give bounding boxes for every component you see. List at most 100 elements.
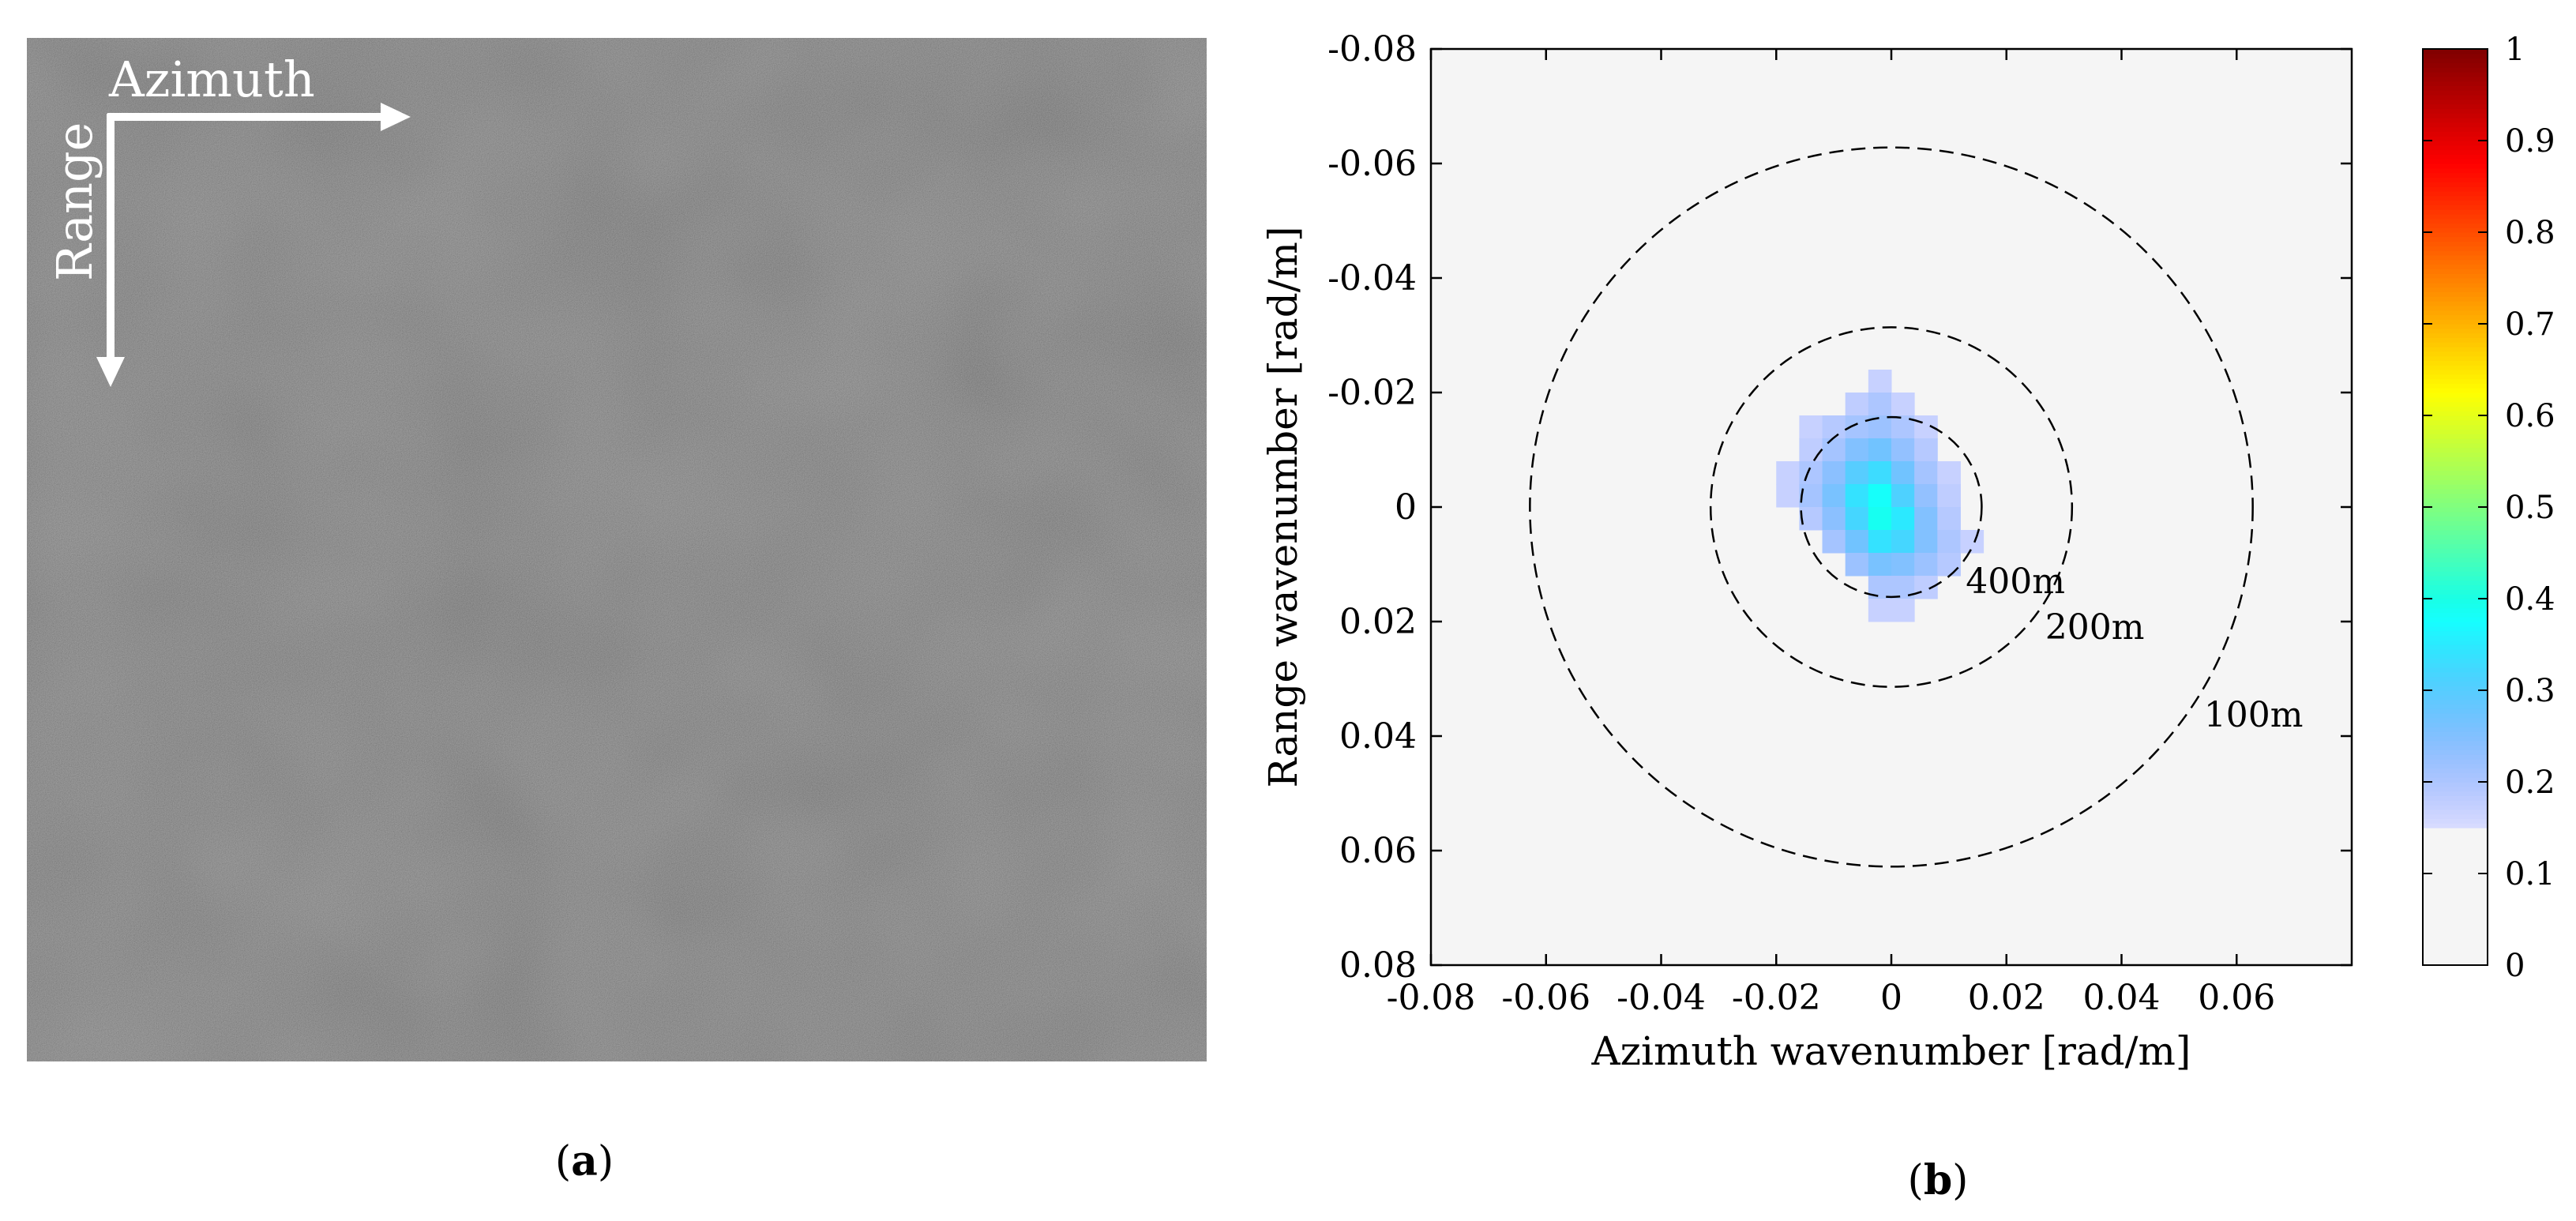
- colorbar-segment: [2423, 126, 2488, 132]
- spectrum-cell: [1868, 370, 1892, 393]
- colorbar-segment: [2423, 694, 2488, 701]
- colorbar-segment: [2423, 223, 2488, 228]
- spectrum-cell: [1891, 393, 1915, 416]
- x-tick-label: -0.04: [1617, 978, 1706, 1018]
- colorbar-tick-label: 0.7: [2505, 306, 2555, 343]
- colorbar-segment: [2423, 644, 2488, 650]
- colorbar-segment: [2423, 686, 2488, 691]
- spectrum-cell: [1822, 438, 1846, 462]
- axis-ticks: -0.08 -0.06 -0.04 -0.02 0 0.02 0.04 0.06 -0.08 -0…: [1327, 29, 2352, 1018]
- colorbar-segment: [2423, 727, 2488, 732]
- contour-label-200m: 200m: [2045, 607, 2145, 648]
- colorbar-segment: [2423, 424, 2488, 430]
- spectrum-cell: [1937, 507, 1961, 531]
- colorbar-segment: [2423, 511, 2488, 517]
- colorbar-segment: [2423, 95, 2488, 100]
- y-tick-label: 0.08: [1339, 945, 1417, 986]
- colorbar-segment: [2423, 905, 2488, 911]
- colorbar-segment: [2423, 136, 2488, 141]
- colorbar-segment: [2423, 195, 2488, 201]
- colorbar-segment: [2423, 750, 2488, 755]
- y-tick-label: -0.06: [1327, 144, 1417, 184]
- colorbar-segment: [2423, 823, 2488, 828]
- spectrum-cells: [1776, 370, 1985, 622]
- colorbar-segment: [2423, 956, 2488, 961]
- colorbar-segment: [2423, 493, 2488, 498]
- spectrum-cell: [1845, 553, 1869, 577]
- colorbar-segment: [2423, 396, 2488, 403]
- colorbar-segment: [2423, 777, 2488, 783]
- colorbar-segment: [2423, 520, 2488, 526]
- colorbar-segment: [2423, 324, 2488, 329]
- colorbar-segment: [2423, 731, 2488, 737]
- colorbar-segment: [2423, 255, 2488, 261]
- colorbar-segment: [2423, 113, 2488, 118]
- colorbar-segment: [2423, 488, 2488, 494]
- subfigure-label-a: (a): [554, 1137, 614, 1185]
- colorbar-segment: [2423, 851, 2488, 856]
- colorbar-segment: [2423, 612, 2488, 618]
- colorbar-segment: [2423, 296, 2488, 302]
- contour-200m: [1709, 326, 2074, 688]
- spectrum-cell: [1937, 461, 1961, 485]
- colorbar-segment: [2423, 186, 2488, 192]
- colorbar-segment: [2423, 768, 2488, 773]
- colorbar-segment: [2423, 960, 2488, 966]
- colorbar-segment: [2423, 648, 2488, 655]
- colorbar-segment: [2423, 236, 2488, 242]
- colorbar-segment: [2423, 282, 2488, 288]
- colorbar-segment: [2423, 49, 2488, 54]
- x-tick-label: 0.04: [2083, 978, 2161, 1018]
- x-tick-label: -0.02: [1732, 978, 1821, 1018]
- colorbar-segment: [2423, 915, 2488, 920]
- colorbar-segment: [2423, 530, 2488, 535]
- colorbar-segment: [2423, 205, 2488, 210]
- colorbar-segment: [2423, 855, 2488, 861]
- colorbar-segment: [2423, 873, 2488, 879]
- spectrum-cell: [1891, 461, 1915, 485]
- colorbar-segment: [2423, 722, 2488, 727]
- colorbar-segment: [2423, 62, 2488, 68]
- colorbar-segment: [2423, 378, 2488, 384]
- colorbar-segment: [2423, 154, 2488, 160]
- colorbar-segment: [2423, 452, 2488, 457]
- colorbar-segment: [2423, 429, 2488, 434]
- spectrum-cell: [1891, 530, 1915, 554]
- colorbar-segment: [2423, 617, 2488, 622]
- colorbar-segment: [2423, 630, 2488, 636]
- x-tick-label: 0: [1880, 978, 1902, 1018]
- colorbar-segment: [2423, 269, 2488, 274]
- spectrum-cell: [1914, 553, 1938, 577]
- colorbar-segment: [2423, 370, 2488, 375]
- colorbar-segment: [2423, 85, 2488, 91]
- spectrum-cell: [1799, 415, 1823, 439]
- spectrum-cell: [1845, 507, 1869, 531]
- colorbar-segment: [2423, 81, 2488, 86]
- colorbar-segment: [2423, 383, 2488, 389]
- colorbar-segment: [2423, 374, 2488, 380]
- colorbar-tick-label: 0: [2505, 948, 2525, 984]
- colorbar-tick-label: 0.3: [2505, 673, 2555, 709]
- subfigure-label-b: (b): [1907, 1156, 1969, 1204]
- y-tick-label: 0.04: [1339, 716, 1417, 757]
- colorbar-segment: [2423, 928, 2488, 934]
- spectrum-cell: [1822, 461, 1846, 485]
- colorbar-segment: [2423, 305, 2488, 311]
- colorbar-segment: [2423, 663, 2488, 668]
- colorbar-segment: [2423, 401, 2488, 407]
- colorbar-tick-label: 0.2: [2505, 765, 2555, 801]
- spectrum-cell: [1960, 530, 1985, 554]
- colorbar-segment: [2423, 259, 2488, 265]
- colorbar-segment: [2423, 108, 2488, 114]
- colorbar-segment: [2423, 484, 2488, 490]
- colorbar-segment: [2423, 576, 2488, 581]
- colorbar-segment: [2423, 479, 2488, 485]
- colorbar-segment: [2423, 465, 2488, 471]
- colorbar-segment: [2423, 736, 2488, 742]
- colorbar-segment: [2423, 415, 2488, 421]
- colorbar-segment: [2423, 319, 2488, 325]
- colorbar-segment: [2423, 250, 2488, 256]
- colorbar-segment: [2423, 406, 2488, 411]
- spectrum-cell: [1799, 438, 1823, 462]
- colorbar-segment: [2423, 937, 2488, 943]
